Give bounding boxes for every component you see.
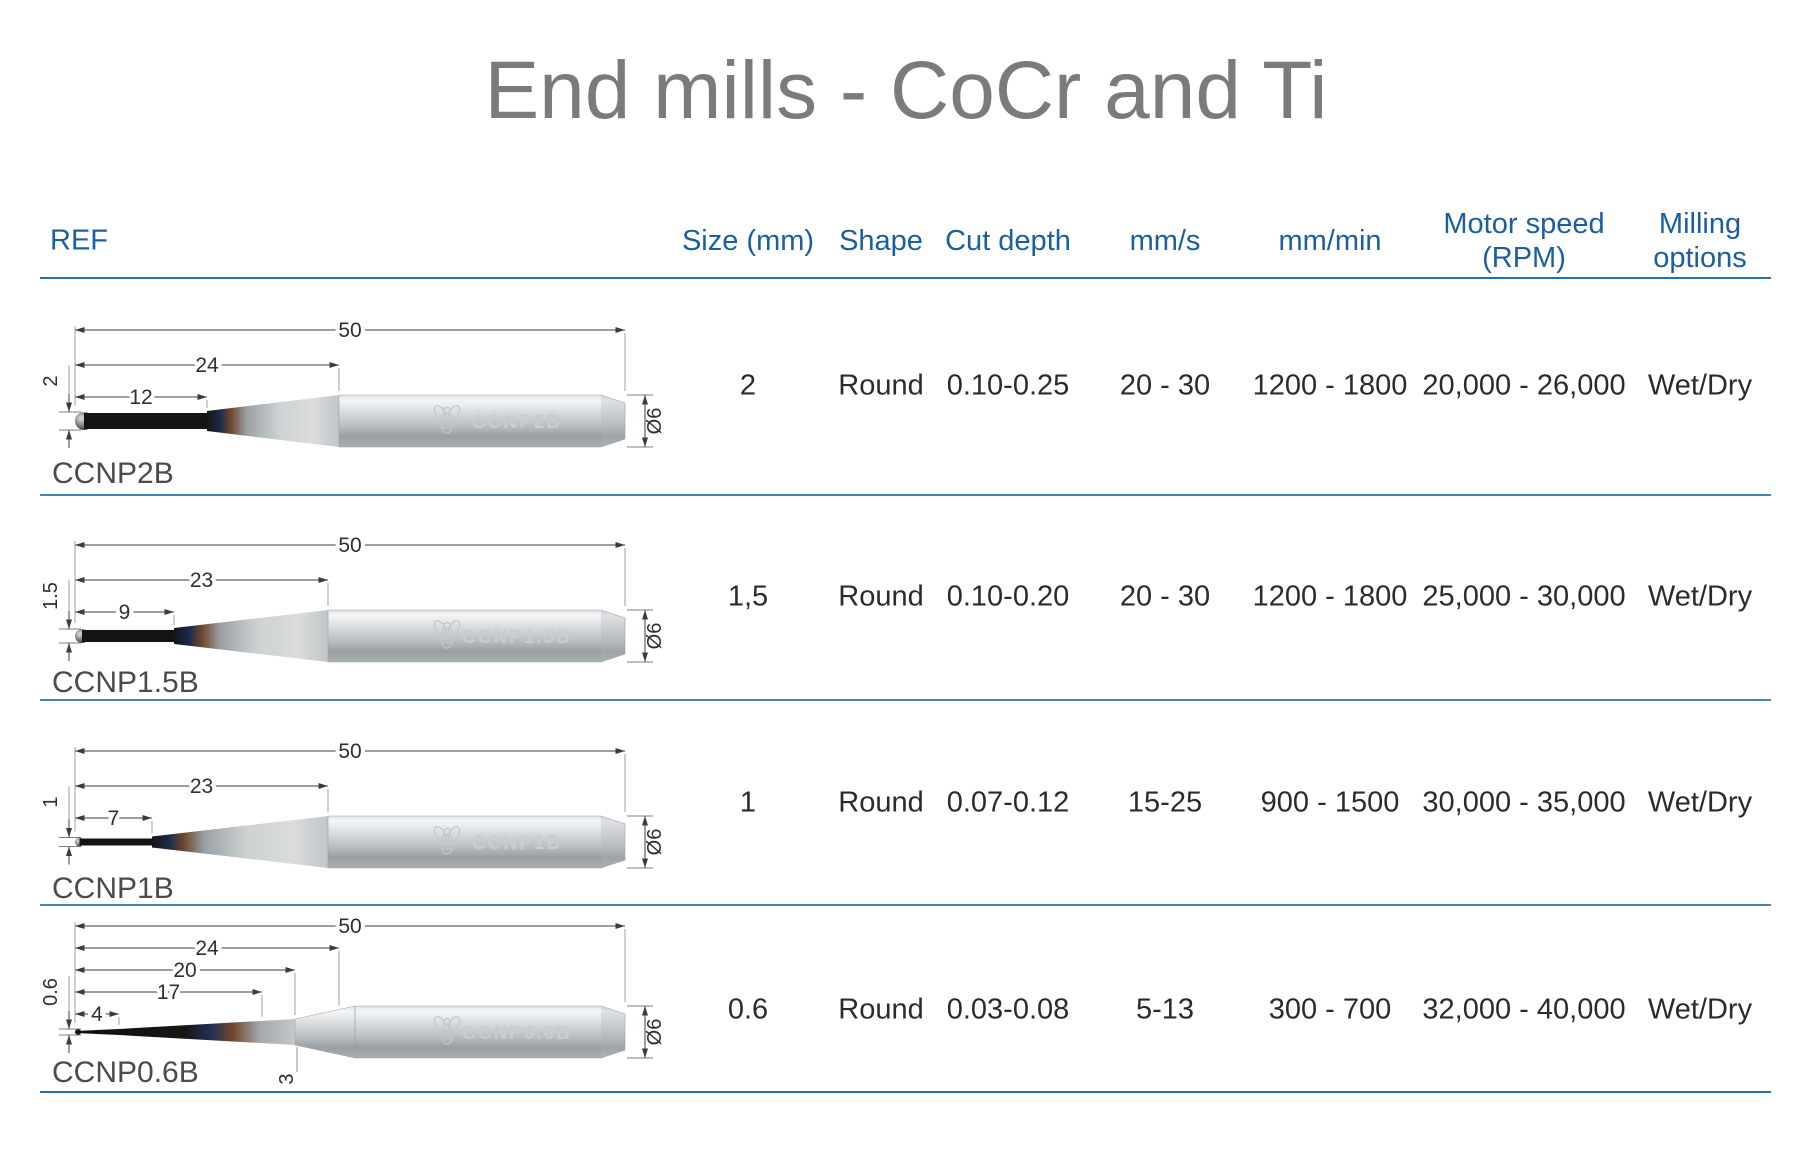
page-title: End mills - CoCr and Ti: [484, 45, 1328, 136]
col-header-cut-depth: Cut depth: [945, 224, 1071, 257]
header-divider: [40, 277, 1771, 279]
dimension-label: 9: [119, 601, 131, 624]
bee-logo-engraving: [433, 620, 461, 649]
dimension-label: 4: [91, 1003, 103, 1026]
dimension-label: 23: [190, 569, 213, 592]
table-bottom-divider: [40, 1091, 1771, 1093]
cell-cut-depth: 0.10-0.20: [946, 580, 1070, 613]
cell-mms: 15-25: [1127, 786, 1203, 819]
row-divider: [40, 699, 1771, 701]
ref-label: CCNP2B: [52, 457, 174, 490]
cell-mms: 20 - 30: [1119, 580, 1211, 613]
cell-mmmin: 900 - 1500: [1260, 786, 1400, 819]
cell-mmmin: 1200 - 1800: [1252, 369, 1408, 402]
row-divider: [40, 904, 1771, 906]
cell-milling: Wet/Dry: [1647, 786, 1753, 819]
cell-size: 1: [739, 786, 757, 819]
row-divider: [40, 494, 1771, 496]
col-header-mms: mm/s: [1129, 224, 1201, 257]
cell-milling: Wet/Dry: [1647, 993, 1753, 1026]
tip-diameter-label: 0.6: [40, 978, 62, 1006]
dimension-label: 20: [173, 959, 196, 982]
cell-milling: Wet/Dry: [1647, 580, 1753, 613]
cell-cut-depth: 0.07-0.12: [946, 786, 1070, 819]
cell-shape: Round: [838, 580, 924, 613]
neck-diameter-label: 3: [276, 1073, 298, 1084]
cell-shape: Round: [838, 993, 924, 1026]
cell-motor-rpm: 25,000 - 30,000: [1422, 580, 1626, 613]
bee-logo-engraving: [433, 405, 461, 434]
engraved-ref-text: CCNP2B: [472, 412, 562, 433]
cell-size: 0.6: [727, 993, 769, 1026]
col-header-motor-speed: Motor speed (RPM): [1443, 207, 1605, 274]
shank-diameter-label: Ø6: [644, 623, 666, 650]
dimension-label: 24: [195, 937, 219, 960]
col-header-ref: REF: [50, 224, 108, 257]
dimension-label: 50: [338, 915, 361, 938]
dimension-label: 12: [129, 386, 152, 409]
shank-diameter-label: Ø6: [644, 829, 666, 856]
cell-mmmin: 300 - 700: [1268, 993, 1392, 1026]
endmill-drawing-CCNP1B: CCNP1B 50 23 7 1 Ø6: [40, 736, 666, 869]
cell-mms: 5-13: [1135, 993, 1195, 1026]
col-header-milling-options: Milling options: [1653, 207, 1747, 274]
cell-motor-rpm: 20,000 - 26,000: [1422, 369, 1626, 402]
tip-diameter-label: 1.5: [40, 582, 62, 610]
bee-logo-engraving: [433, 1016, 461, 1045]
dimension-label: 50: [338, 740, 361, 763]
shank-diameter-label: Ø6: [644, 408, 666, 435]
cell-cut-depth: 0.10-0.25: [946, 369, 1070, 402]
cell-motor-rpm: 32,000 - 40,000: [1422, 993, 1626, 1026]
shank-diameter-label: Ø6: [644, 1019, 666, 1046]
dimension-label: 23: [190, 775, 213, 798]
cell-mms: 20 - 30: [1119, 369, 1211, 402]
cell-mmmin: 1200 - 1800: [1252, 580, 1408, 613]
ref-label: CCNP1B: [52, 872, 174, 905]
col-header-shape: Shape: [839, 224, 923, 257]
dimension-label: 7: [108, 807, 120, 830]
ref-label: CCNP1.5B: [52, 666, 199, 699]
engraved-ref-text: CCNP0.6B: [462, 1023, 572, 1044]
cell-size: 1,5: [727, 580, 769, 613]
cell-milling: Wet/Dry: [1647, 369, 1753, 402]
cell-cut-depth: 0.03-0.08: [946, 993, 1070, 1026]
engraved-ref-text: CCNP1.5B: [462, 627, 572, 648]
dimension-label: 17: [157, 981, 180, 1004]
ref-label: CCNP0.6B: [52, 1056, 199, 1089]
bee-logo-engraving: [433, 826, 461, 855]
engraved-ref-text: CCNP1B: [472, 833, 562, 854]
dimension-label: 24: [195, 354, 219, 377]
tip-diameter-label: 2: [40, 375, 62, 386]
cell-size: 2: [739, 369, 757, 402]
dimension-label: 50: [338, 319, 361, 342]
dimension-label: 50: [338, 534, 361, 557]
endmill-drawing-CCNP2B: CCNP2B 50 24 12 2 Ø6: [40, 315, 666, 448]
cell-shape: Round: [838, 786, 924, 819]
col-header-mmmin: mm/min: [1278, 224, 1382, 257]
cell-motor-rpm: 30,000 - 35,000: [1422, 786, 1626, 819]
col-header-size: Size (mm): [681, 224, 815, 257]
cell-shape: Round: [838, 369, 924, 402]
tip-diameter-label: 1: [40, 796, 62, 807]
endmill-drawing-CCNP1.5B: CCNP1.5B 50 23 9 1.5 Ø6: [40, 530, 666, 663]
